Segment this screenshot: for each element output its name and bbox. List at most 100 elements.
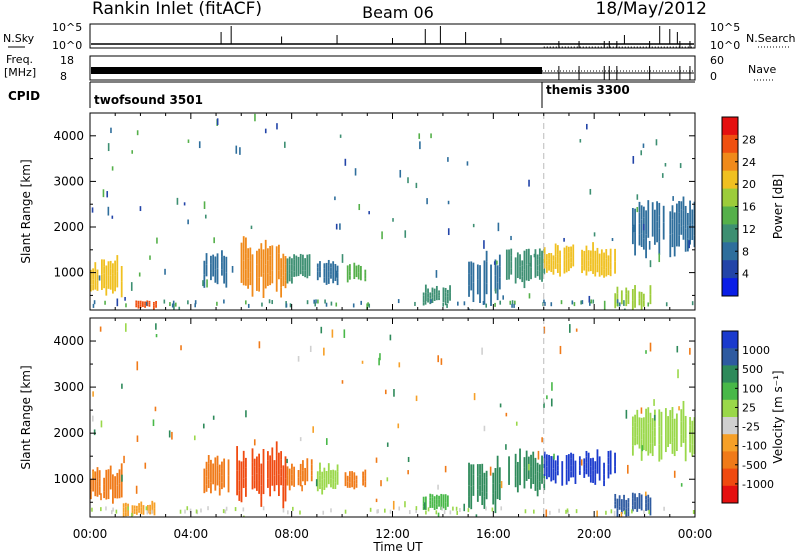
data-cell [527, 248, 530, 265]
ground-echo [623, 510, 626, 515]
data-cell [247, 258, 250, 269]
data-cell [446, 296, 449, 300]
data-cell [640, 494, 643, 499]
ground-echo [544, 301, 546, 306]
data-cell [271, 258, 274, 271]
y-tick-label: 4000 [53, 334, 84, 348]
scatter-echo [250, 225, 253, 230]
data-cell [227, 475, 230, 493]
data-cell [424, 284, 427, 293]
ground-echo [112, 507, 114, 512]
data-cell [139, 300, 142, 303]
data-cell [351, 471, 354, 488]
data-cell [364, 475, 367, 482]
ground-echo [292, 506, 294, 511]
data-cell [256, 456, 258, 474]
scatter-echo [144, 462, 147, 469]
scatter-echo [415, 395, 418, 402]
data-cell [144, 305, 146, 308]
data-cell [647, 502, 650, 507]
ground-echo [268, 299, 271, 304]
scatter-echo [361, 360, 364, 364]
scatter-echo [653, 414, 656, 421]
scatter-echo [130, 282, 133, 291]
data-cell [103, 491, 105, 499]
data-cell [554, 460, 557, 472]
data-cell [242, 478, 245, 489]
scatter-echo [92, 471, 95, 478]
data-cell [554, 256, 557, 269]
data-cell [116, 255, 119, 272]
data-cell [631, 492, 634, 499]
scatter-echo [404, 230, 407, 238]
data-cell [260, 243, 263, 260]
data-cell [614, 466, 616, 474]
scatter-echo [546, 395, 548, 400]
scatter-echo [543, 326, 546, 334]
scatter-echo [343, 329, 346, 338]
ground-echo [187, 300, 189, 305]
data-cell [552, 269, 555, 275]
data-cell [671, 430, 674, 443]
data-cell [216, 455, 219, 466]
data-cell [647, 407, 650, 424]
data-cell [364, 278, 367, 282]
data-cell [105, 285, 108, 296]
ground-echo [216, 301, 218, 306]
colorbar-tick-label: 500 [742, 363, 763, 376]
scatter-echo [399, 169, 402, 178]
data-cell [545, 260, 548, 267]
data-cell [678, 223, 680, 236]
data-cell [96, 467, 99, 482]
data-cell [680, 209, 683, 219]
data-cell [552, 468, 555, 481]
data-cell [570, 246, 572, 252]
data-cell [587, 266, 590, 272]
data-cell [603, 474, 605, 481]
time-axis: 00:00 04:00 08:00 12:00 16:00 20:00 00:00 [73, 527, 713, 541]
data-cell [481, 491, 484, 506]
data-cell [667, 416, 669, 448]
data-cell [550, 456, 553, 482]
scatter-echo [586, 123, 588, 130]
data-cell [680, 409, 683, 422]
data-cell [625, 499, 628, 509]
data-cell [116, 485, 119, 499]
data-cell [429, 504, 432, 508]
x-tick-label: 04:00 [174, 527, 209, 541]
data-cell [280, 451, 283, 460]
scatter-echo [131, 512, 133, 517]
data-cell [94, 471, 97, 497]
data-cell [210, 255, 212, 264]
ground-echo [368, 303, 371, 308]
scatter-echo [515, 421, 518, 426]
data-cell [563, 247, 566, 255]
data-cell [548, 258, 550, 265]
data-cell [96, 285, 99, 291]
data-cell [148, 302, 151, 305]
data-cell [330, 271, 332, 275]
data-cell [221, 468, 223, 476]
data-cell [109, 260, 112, 269]
data-cell [446, 293, 449, 297]
data-cell [552, 260, 555, 266]
ground-echo [287, 510, 289, 515]
scatter-echo [245, 410, 247, 418]
data-cell [625, 293, 628, 300]
data-cell [594, 461, 597, 470]
data-cell [336, 272, 339, 279]
scatter-echo [111, 215, 114, 219]
scatter-echo [121, 474, 123, 482]
ground-echo [665, 302, 668, 307]
data-cell [642, 228, 645, 239]
colorbar-tick-label: 25 [742, 401, 756, 414]
scatter-echo [366, 303, 368, 310]
data-cell [682, 421, 685, 443]
ground-echo [189, 508, 192, 513]
data-cell [319, 475, 321, 483]
ground-echo [115, 509, 118, 514]
data-cell [603, 468, 605, 475]
data-cell [570, 262, 572, 269]
data-cell [664, 408, 667, 453]
data-cell [682, 196, 685, 211]
